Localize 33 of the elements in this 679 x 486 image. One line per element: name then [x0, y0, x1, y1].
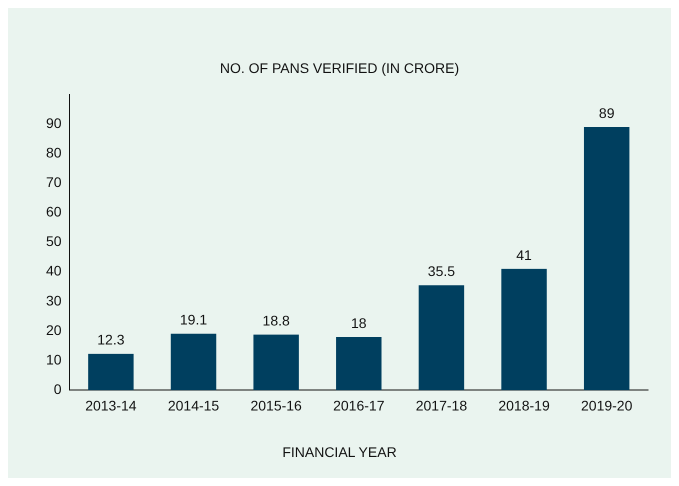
data-label: 35.5 [428, 263, 456, 280]
x-axis-title: FINANCIAL YEAR [281, 444, 398, 460]
data-label: 41 [516, 246, 532, 263]
data-label: 19.1 [180, 312, 208, 328]
bar [336, 336, 382, 390]
data-label: 12.3 [97, 332, 125, 348]
y-tick-label: 60 [46, 204, 62, 220]
bar [501, 268, 547, 390]
data-label: 18 [350, 314, 367, 331]
x-tick-label: 2016-17 [333, 397, 385, 414]
y-tick-label: 20 [46, 322, 62, 338]
y-tick-label: 80 [46, 144, 62, 160]
chart-title: NO. OF PANS VERIFIED (IN CRORE) [218, 60, 460, 76]
y-tick-label: 40 [46, 262, 62, 279]
y-tick-label: 90 [46, 114, 62, 131]
x-tick-label: 2015-16 [250, 397, 302, 414]
x-tick-label: 2013-14 [85, 397, 137, 414]
x-tick-label: 2017-18 [416, 397, 468, 414]
y-tick-label: 0 [54, 381, 62, 398]
bar [584, 126, 630, 390]
bar [253, 334, 299, 390]
x-tick-label: 2014-15 [168, 397, 220, 414]
x-tick-label: 2019-20 [580, 397, 633, 414]
bar [418, 285, 464, 390]
y-tick-label: 50 [46, 233, 62, 250]
data-label: 18.8 [262, 312, 290, 328]
data-label: 89 [598, 104, 615, 121]
bar [88, 354, 134, 390]
x-tick-label: 2018-19 [498, 397, 550, 414]
bar [170, 334, 216, 390]
y-tick-label: 70 [46, 174, 62, 190]
y-tick-label: 10 [46, 351, 62, 368]
y-tick-label: 30 [46, 292, 62, 308]
